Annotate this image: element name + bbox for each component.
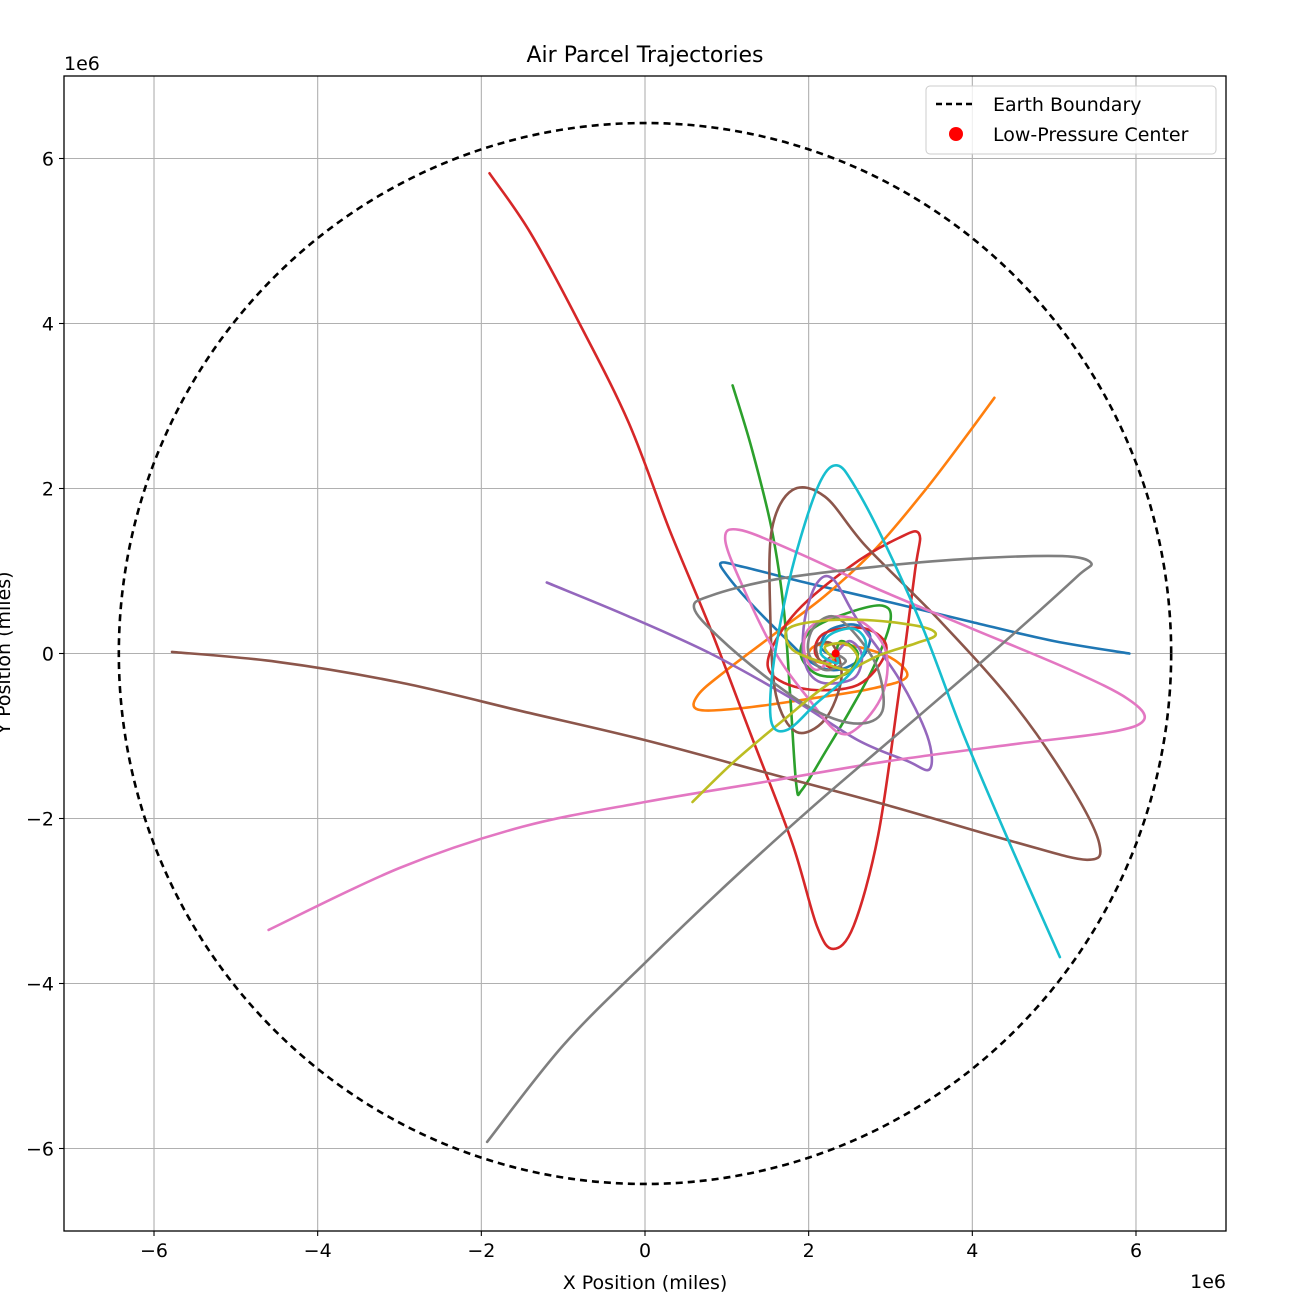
legend-entry-earth-boundary: Earth Boundary <box>993 94 1142 116</box>
trajectory-line-4 <box>488 172 922 951</box>
y-tick-label: 2 <box>42 479 54 501</box>
x-tick-label: −6 <box>140 1240 168 1262</box>
legend-entry-low-pressure-center: Low-Pressure Center <box>993 124 1189 146</box>
legend-red-dot-icon <box>949 127 963 141</box>
earth-boundary-circle <box>117 121 1173 1186</box>
y-tick-label: −4 <box>26 974 54 996</box>
x-tick-label: −4 <box>304 1240 332 1262</box>
trajectory-line-9 <box>691 618 938 804</box>
trajectory-line-7 <box>267 527 1147 932</box>
y-tick-label: 0 <box>42 644 54 666</box>
boundary-group <box>117 121 1173 1186</box>
chart-title: Air Parcel Trajectories <box>527 43 764 68</box>
x-tick-label: 0 <box>639 1240 651 1262</box>
y-tick-label: 4 <box>42 314 54 336</box>
y-tick-label: −6 <box>26 1139 54 1161</box>
x-tick-label: 6 <box>1130 1240 1142 1262</box>
legend: Earth Boundary Low-Pressure Center <box>925 85 1217 155</box>
y-tick-label: 6 <box>42 149 54 171</box>
trajectory-line-5 <box>545 574 934 772</box>
trajectory-line-10 <box>768 464 1062 959</box>
y-axis-ticks: −6 −4 −2 0 2 4 6 <box>26 149 64 1161</box>
x-tick-label: 2 <box>803 1240 815 1262</box>
series-group <box>170 172 1147 1144</box>
low-pressure-center-marker <box>831 649 840 658</box>
x-axis-offset-label: 1e6 <box>1190 1271 1226 1293</box>
x-axis-ticks: −6 −4 −2 0 2 4 6 <box>140 1231 1142 1262</box>
legend-box <box>925 85 1217 155</box>
x-tick-label: 4 <box>966 1240 978 1262</box>
x-tick-label: −2 <box>467 1240 495 1262</box>
x-axis-label: X Position (miles) <box>563 1272 728 1294</box>
y-tick-label: −2 <box>26 809 54 831</box>
y-axis-label: Y Position (miles) <box>0 571 15 735</box>
y-axis-offset-label: 1e6 <box>64 53 100 75</box>
